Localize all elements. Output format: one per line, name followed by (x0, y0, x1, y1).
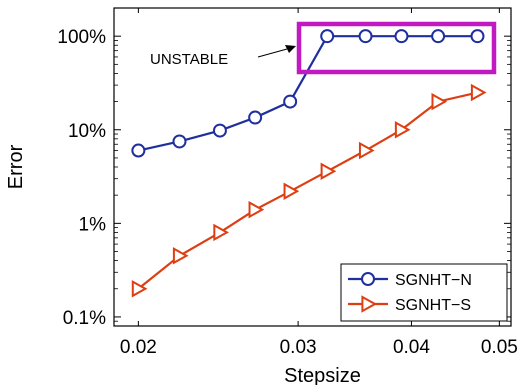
data-point (172, 134, 187, 149)
y-tick-label: 1% (79, 214, 107, 235)
legend-marker (361, 295, 378, 313)
data-point (470, 83, 487, 102)
series-line (137, 91, 478, 290)
legend-entry: SGNHT−N (348, 272, 472, 289)
data-point (283, 182, 300, 200)
legend-marker (361, 272, 375, 286)
y-axis-ticks: 0.1% 1% 10% 100% (57, 27, 511, 329)
y-axis-label: Error (5, 144, 27, 189)
annotation-layer: UNSTABLE (150, 21, 497, 75)
y-tick-label: 100% (57, 27, 106, 48)
series-sgnht-n (131, 29, 485, 158)
x-axis-ticks: 0.02 0.03 0.04 0.05 (120, 8, 518, 358)
x-tick-label: 0.05 (481, 337, 518, 358)
data-point (172, 247, 189, 265)
series-line (138, 35, 478, 152)
data-point (320, 162, 337, 180)
data-point (248, 110, 263, 125)
data-point (394, 29, 409, 44)
legend-label: SGNHT−S (395, 297, 471, 314)
data-point (358, 29, 373, 44)
legend-label: SGNHT−N (395, 272, 472, 289)
unstable-label: UNSTABLE (150, 51, 228, 68)
unstable-arrow-head (285, 45, 296, 53)
data-point (431, 92, 448, 111)
series-layer (131, 29, 487, 298)
legend: SGNHT−N SGNHT−S (340, 263, 508, 322)
data-point (212, 123, 227, 138)
unstable-arrow (257, 48, 288, 58)
x-tick-label: 0.03 (280, 337, 317, 358)
series-sgnht-s (131, 83, 487, 298)
data-point (431, 29, 446, 44)
x-tick-label: 0.02 (120, 337, 157, 358)
unstable-box (296, 21, 497, 75)
data-point (283, 94, 298, 109)
data-point (131, 280, 148, 298)
data-point (131, 143, 146, 158)
y-tick-label: 10% (68, 121, 106, 142)
data-point (213, 223, 229, 242)
y-tick-label: 0.1% (63, 308, 106, 329)
data-point (394, 121, 411, 139)
data-point (248, 200, 265, 219)
data-point (470, 29, 485, 44)
legend-entry: SGNHT−S (348, 295, 471, 314)
x-axis-label: Stepsize (284, 365, 361, 385)
data-point (358, 141, 375, 160)
x-tick-label: 0.04 (393, 337, 430, 358)
data-point (320, 29, 335, 44)
